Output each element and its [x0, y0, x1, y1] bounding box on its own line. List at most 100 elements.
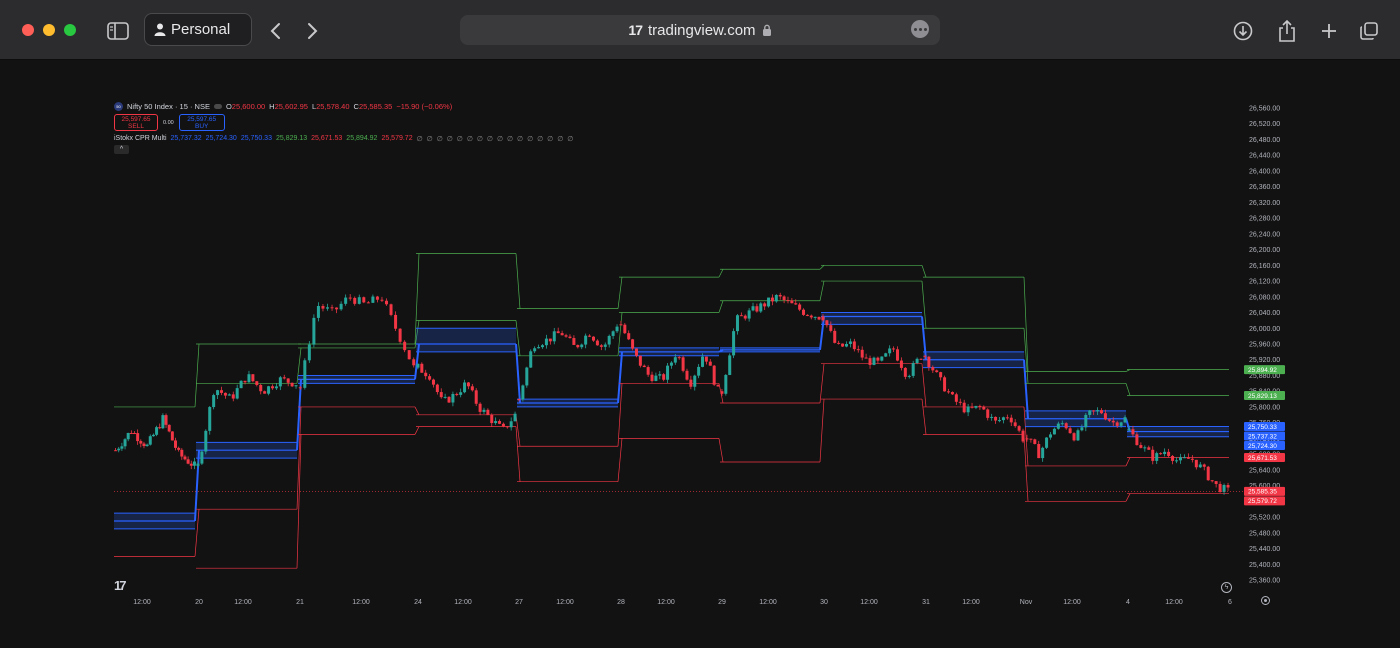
y-axis-tick-label: 26,520.00 [1249, 121, 1280, 128]
candle-body [728, 355, 732, 375]
gear-icon[interactable] [1261, 596, 1270, 605]
candle-body [716, 384, 720, 387]
candle-body [474, 390, 478, 404]
level-connector [296, 406, 302, 510]
candle-body [884, 353, 888, 357]
level-connector [515, 253, 521, 309]
candle-body [463, 382, 467, 393]
candle-body [568, 336, 572, 339]
candle-body [1135, 434, 1139, 446]
indicator-row[interactable]: iStokx CPR Multi 25,737.32 25,724.30 25,… [114, 135, 574, 143]
candle-body [353, 297, 357, 304]
candle-body [1088, 410, 1092, 415]
candle-body [751, 306, 755, 311]
candle-body [872, 357, 876, 365]
candle-body [584, 335, 588, 345]
x-axis-tick-label: 4 [1126, 599, 1130, 606]
forward-icon[interactable] [302, 20, 324, 42]
candle-body [407, 350, 411, 360]
candle-body [876, 357, 880, 361]
candle-body [588, 335, 592, 337]
more-options-icon[interactable] [911, 20, 929, 38]
candle-body [1013, 422, 1017, 427]
candle-body [747, 310, 751, 319]
close-window-button[interactable] [22, 24, 34, 36]
candle-body [1021, 430, 1025, 442]
x-axis-tick-label: 12:00 [657, 599, 675, 606]
candle-body [529, 351, 533, 368]
candle-body [1068, 428, 1072, 434]
candle-body [685, 370, 689, 380]
candle-body [200, 451, 204, 464]
candle-body [420, 363, 424, 373]
candle-body [129, 432, 133, 434]
new-tab-icon[interactable] [1318, 20, 1340, 42]
candle-body [1214, 481, 1218, 484]
indicator-value: 25,724.30 [205, 135, 237, 142]
candle-body [1143, 447, 1147, 449]
download-icon[interactable] [1232, 20, 1254, 42]
candle-body [689, 379, 693, 387]
candle-body [375, 296, 379, 300]
candle-body [852, 341, 856, 350]
level-connector [617, 383, 623, 447]
candle-body [394, 314, 398, 329]
tab-overview-icon[interactable] [1358, 20, 1380, 42]
candle-body [1123, 417, 1127, 423]
share-icon[interactable] [1276, 19, 1298, 43]
candle-body [903, 367, 907, 377]
candle-body [1096, 410, 1100, 412]
candle-body [1072, 433, 1076, 441]
candle-body [123, 439, 127, 447]
tradingview-logo[interactable]: 17 [114, 578, 127, 593]
candle-body [856, 349, 860, 351]
candle-body [424, 372, 428, 377]
candle-body [919, 358, 923, 360]
level-connector [1125, 383, 1131, 396]
price-tag-label: 25,750.33 [1248, 424, 1277, 431]
buy-label: BUY [195, 123, 209, 130]
address-bar[interactable]: 17 tradingview.com [460, 15, 940, 45]
candle-body [177, 447, 181, 450]
chart-pane[interactable]: 26,560.00 26,520.00 26,480.00 26,440.00 26,4… [0, 61, 1400, 648]
candle-body [114, 450, 118, 452]
profile-button[interactable]: Personal [144, 13, 252, 46]
level-connector [414, 426, 420, 435]
candle-body [330, 307, 334, 309]
buy-button[interactable]: 25,597.65 BUY [178, 114, 225, 131]
back-icon[interactable] [264, 20, 286, 42]
collapse-legend-button[interactable]: ^ [114, 145, 129, 154]
candle-body [915, 358, 919, 364]
candle-body [167, 424, 171, 432]
price-chart[interactable]: 26,560.00 26,520.00 26,480.00 26,440.00 26,4… [0, 61, 1400, 648]
x-axis-tick-label: 12:00 [1063, 599, 1081, 606]
bolt-icon[interactable]: ϟ [1221, 582, 1232, 593]
trade-buttons: 25,597.65 SELL 0.00 25,597.65 BUY [114, 114, 574, 131]
candle-body [170, 431, 174, 441]
candle-body [251, 374, 255, 382]
low-value: 25,578.40 [316, 102, 350, 111]
minimize-window-button[interactable] [43, 24, 55, 36]
price-tag [1244, 431, 1285, 441]
candle-body [860, 349, 864, 358]
price-tag [1244, 421, 1285, 431]
candle-body [431, 379, 435, 385]
candle-body [537, 347, 541, 349]
candle-body [896, 349, 899, 361]
candle-body [654, 375, 658, 381]
candle-body [490, 414, 494, 424]
candle-body [892, 348, 896, 350]
candle-body [966, 406, 970, 413]
candle-body [544, 338, 548, 346]
chart-legend: 50 Nifty 50 Index · 15 · NSE O25,600.00 … [114, 101, 574, 154]
sidebar-toggle-icon[interactable] [106, 20, 130, 42]
sell-button[interactable]: 25,597.65 SELL [114, 114, 158, 131]
candle-body [935, 370, 939, 373]
candle-body [693, 375, 697, 387]
price-tag-label: 25,894.92 [1248, 367, 1277, 374]
level-connector [515, 320, 521, 356]
candle-body [805, 314, 809, 316]
level-connector [194, 343, 200, 407]
symbol-name[interactable]: Nifty 50 Index · 15 · NSE [127, 102, 210, 111]
zoom-window-button[interactable] [64, 24, 76, 36]
